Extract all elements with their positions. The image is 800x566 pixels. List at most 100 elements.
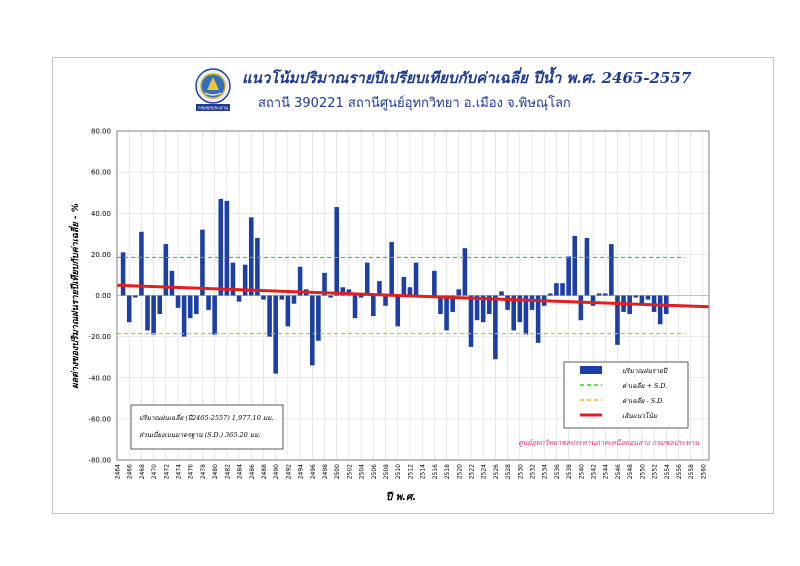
bar xyxy=(187,295,193,319)
x-tick-label: 2536 xyxy=(554,464,561,479)
bar xyxy=(645,295,651,300)
x-tick-label: 2560 xyxy=(700,464,707,479)
x-tick-label: 2518 xyxy=(444,464,451,479)
bar xyxy=(212,295,217,335)
plot-border xyxy=(116,130,710,461)
legend: ปริมาณฝนรายปี ค่าเฉลี่ย + S.D. ค่าเฉลี่ย… xyxy=(563,361,689,429)
bar xyxy=(310,295,315,366)
x-tick-label: 2512 xyxy=(407,464,414,479)
bar xyxy=(609,244,614,296)
bar xyxy=(236,295,242,302)
bar xyxy=(279,295,285,300)
bar xyxy=(590,295,596,306)
x-tick-label: 2502 xyxy=(346,464,353,479)
x-tick-label: 2492 xyxy=(285,464,292,479)
x-tick-label: 2544 xyxy=(603,464,610,479)
bar xyxy=(126,295,132,323)
bar xyxy=(432,270,437,296)
bar xyxy=(218,198,224,296)
x-tick-label: 2476 xyxy=(188,464,195,479)
bar xyxy=(474,295,480,321)
bar xyxy=(157,295,163,315)
x-tick-label: 2480 xyxy=(212,464,219,479)
bar xyxy=(255,237,260,296)
bar xyxy=(602,293,608,296)
x-tick-label: 2550 xyxy=(639,464,646,479)
bar xyxy=(334,207,339,296)
bar xyxy=(377,281,382,296)
x-axis-label: ปี พ.ศ. xyxy=(386,491,416,503)
bar xyxy=(383,295,388,306)
bar xyxy=(139,231,144,296)
x-tick-label: 2486 xyxy=(249,464,256,479)
bar xyxy=(175,295,181,308)
bar xyxy=(291,295,297,304)
x-tick-label: 2508 xyxy=(383,464,390,479)
y-tick-label: 60.00 xyxy=(91,169,111,177)
bar xyxy=(615,295,620,345)
x-tick-label: 2520 xyxy=(456,464,463,479)
bar xyxy=(285,295,291,327)
agency-logo-icon: กรมชลประทาน xyxy=(195,68,231,112)
x-tick-label: 2552 xyxy=(652,464,659,479)
y-tick-label: -40.00 xyxy=(88,374,111,382)
bar xyxy=(413,262,419,296)
x-tick-label: 2488 xyxy=(261,464,268,479)
x-tick-label: 2556 xyxy=(676,464,683,479)
chart-title: แนวโน้มปริมาณรายปีเปรียบเทียบกับค่าเฉลี่… xyxy=(242,69,692,87)
trend-line xyxy=(116,283,710,309)
x-tick-label: 2496 xyxy=(310,464,317,479)
logo-caption: กรมชลประทาน xyxy=(198,106,228,112)
bar xyxy=(200,229,205,296)
x-tick-label: 2490 xyxy=(273,464,280,479)
x-tick-label: 2548 xyxy=(627,464,634,479)
x-tick-label: 2470 xyxy=(151,464,158,479)
bar xyxy=(401,276,407,296)
x-tick-labels: 2464 2466 2468 2470 2472 2474 2476 2478 2480 2482… xyxy=(115,464,708,479)
bar xyxy=(493,295,498,360)
x-tick-label: 2526 xyxy=(493,464,500,479)
x-tick-label: 2542 xyxy=(591,464,598,479)
x-tick-label: 2482 xyxy=(224,464,231,479)
bar xyxy=(444,295,449,331)
bar xyxy=(560,283,565,296)
bar xyxy=(273,295,278,374)
x-tick-label: 2484 xyxy=(237,464,244,479)
bar xyxy=(120,252,126,296)
x-tick-label: 2540 xyxy=(578,464,585,479)
x-tick-label: 2474 xyxy=(176,464,183,479)
bar xyxy=(364,262,370,296)
x-tick-label: 2510 xyxy=(395,464,402,479)
bar xyxy=(596,293,602,296)
bar xyxy=(316,295,321,341)
bar xyxy=(340,287,346,296)
bar xyxy=(633,295,639,298)
bar xyxy=(572,235,578,296)
x-tick-label: 2534 xyxy=(542,464,549,479)
bar xyxy=(352,295,358,319)
x-tick-label: 2472 xyxy=(163,464,170,479)
bar xyxy=(566,256,571,296)
x-tick-label: 2468 xyxy=(139,464,146,479)
bar xyxy=(230,262,236,296)
bar xyxy=(248,217,254,296)
x-tick-label: 2500 xyxy=(334,464,341,479)
bar xyxy=(584,237,590,296)
bar xyxy=(261,295,266,300)
x-tick-label: 2532 xyxy=(530,464,537,479)
reference-lines xyxy=(116,256,710,335)
y-tick-label: -20.00 xyxy=(88,333,111,341)
bar xyxy=(548,293,553,296)
y-tick-label: -60.00 xyxy=(88,415,111,423)
x-tick-label: 2506 xyxy=(371,464,378,479)
x-tick-label: 2558 xyxy=(688,464,695,479)
bar-series xyxy=(120,198,687,374)
x-tick-label: 2466 xyxy=(127,464,134,479)
x-tick-label: 2516 xyxy=(432,464,439,479)
bar xyxy=(468,295,474,347)
legend-label-bars: ปริมาณฝนรายปี xyxy=(622,367,668,375)
x-tick-label: 2514 xyxy=(420,464,427,479)
footer-note: ศูนย์อุทกวิทยาชลประทานภาคเหนือตอนล่าง กร… xyxy=(518,438,699,447)
x-tick-label: 2478 xyxy=(200,464,207,479)
